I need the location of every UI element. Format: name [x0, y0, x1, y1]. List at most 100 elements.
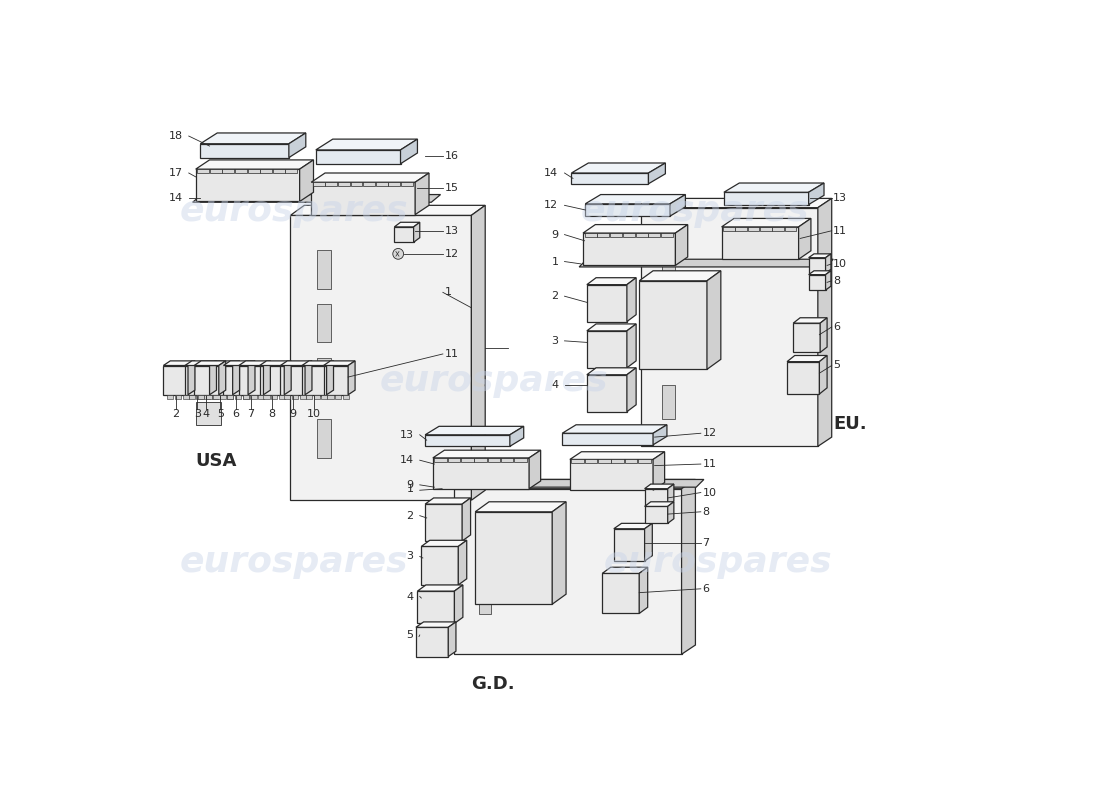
Polygon shape	[336, 394, 341, 399]
Polygon shape	[648, 233, 660, 237]
Polygon shape	[475, 512, 552, 604]
Polygon shape	[223, 366, 249, 394]
Polygon shape	[167, 394, 174, 399]
Polygon shape	[454, 489, 682, 654]
Polygon shape	[587, 374, 627, 412]
Text: 1: 1	[407, 484, 414, 494]
Polygon shape	[299, 160, 314, 202]
Polygon shape	[301, 366, 327, 394]
Polygon shape	[228, 394, 233, 399]
Polygon shape	[587, 285, 627, 322]
Polygon shape	[195, 361, 226, 366]
Polygon shape	[614, 529, 645, 561]
Polygon shape	[205, 394, 210, 399]
Polygon shape	[662, 285, 674, 319]
Polygon shape	[292, 394, 298, 399]
Text: 9: 9	[551, 230, 559, 240]
Polygon shape	[724, 183, 824, 192]
Polygon shape	[425, 426, 524, 435]
Polygon shape	[280, 366, 305, 394]
Polygon shape	[639, 281, 707, 370]
Polygon shape	[197, 169, 209, 173]
Polygon shape	[788, 355, 827, 362]
Text: 2: 2	[551, 291, 559, 302]
Text: 2: 2	[172, 409, 179, 419]
Text: 3: 3	[551, 336, 559, 346]
Text: 10: 10	[834, 259, 847, 269]
Text: 4: 4	[407, 591, 414, 602]
Polygon shape	[570, 452, 664, 459]
Polygon shape	[610, 233, 623, 237]
Polygon shape	[200, 144, 289, 158]
Text: G.D.: G.D.	[472, 675, 515, 693]
Polygon shape	[414, 222, 420, 242]
Polygon shape	[614, 523, 652, 529]
Polygon shape	[748, 227, 759, 230]
Polygon shape	[640, 208, 818, 446]
Polygon shape	[562, 425, 667, 434]
Polygon shape	[645, 484, 674, 489]
Polygon shape	[675, 225, 688, 266]
Polygon shape	[280, 361, 312, 366]
Polygon shape	[196, 160, 314, 169]
Text: 8: 8	[834, 276, 840, 286]
Polygon shape	[318, 250, 331, 289]
Polygon shape	[189, 394, 195, 399]
Polygon shape	[418, 585, 463, 591]
Text: 13: 13	[399, 430, 414, 440]
Polygon shape	[627, 368, 636, 412]
Polygon shape	[433, 458, 529, 489]
Polygon shape	[793, 318, 827, 323]
Text: eurospares: eurospares	[180, 545, 408, 579]
Text: 8: 8	[268, 409, 275, 419]
Polygon shape	[400, 139, 418, 164]
Polygon shape	[627, 324, 636, 368]
Polygon shape	[480, 542, 492, 572]
Text: 10: 10	[307, 409, 321, 419]
Polygon shape	[192, 194, 440, 202]
Circle shape	[393, 249, 404, 259]
Polygon shape	[670, 194, 685, 216]
Polygon shape	[343, 394, 349, 399]
Polygon shape	[264, 361, 271, 394]
Polygon shape	[328, 394, 333, 399]
Polygon shape	[808, 254, 830, 258]
Polygon shape	[587, 278, 636, 285]
Text: 14: 14	[399, 455, 414, 466]
Polygon shape	[820, 355, 827, 394]
Polygon shape	[258, 394, 264, 399]
Polygon shape	[421, 546, 459, 585]
Polygon shape	[239, 361, 271, 366]
Polygon shape	[788, 362, 820, 394]
Text: 11: 11	[444, 349, 459, 359]
Polygon shape	[587, 368, 636, 374]
Polygon shape	[163, 366, 188, 394]
Polygon shape	[645, 489, 668, 506]
Polygon shape	[323, 361, 355, 366]
Text: 7: 7	[248, 409, 255, 419]
Polygon shape	[273, 169, 285, 173]
Text: 12: 12	[544, 200, 559, 210]
Polygon shape	[645, 506, 668, 523]
Text: 4: 4	[551, 380, 559, 390]
Polygon shape	[208, 366, 233, 394]
Polygon shape	[640, 198, 832, 208]
Polygon shape	[645, 523, 652, 561]
Polygon shape	[784, 227, 796, 230]
Text: 5: 5	[407, 630, 414, 640]
Polygon shape	[318, 419, 331, 458]
Polygon shape	[472, 206, 485, 500]
Polygon shape	[233, 361, 240, 394]
Polygon shape	[682, 479, 695, 654]
Polygon shape	[235, 169, 246, 173]
Polygon shape	[668, 484, 674, 506]
Text: 14: 14	[544, 168, 559, 178]
Text: 9: 9	[289, 409, 296, 419]
Polygon shape	[638, 459, 651, 463]
Polygon shape	[213, 394, 220, 399]
Polygon shape	[261, 169, 272, 173]
Polygon shape	[760, 227, 772, 230]
Polygon shape	[212, 394, 218, 399]
Polygon shape	[338, 182, 350, 186]
Polygon shape	[585, 459, 597, 463]
